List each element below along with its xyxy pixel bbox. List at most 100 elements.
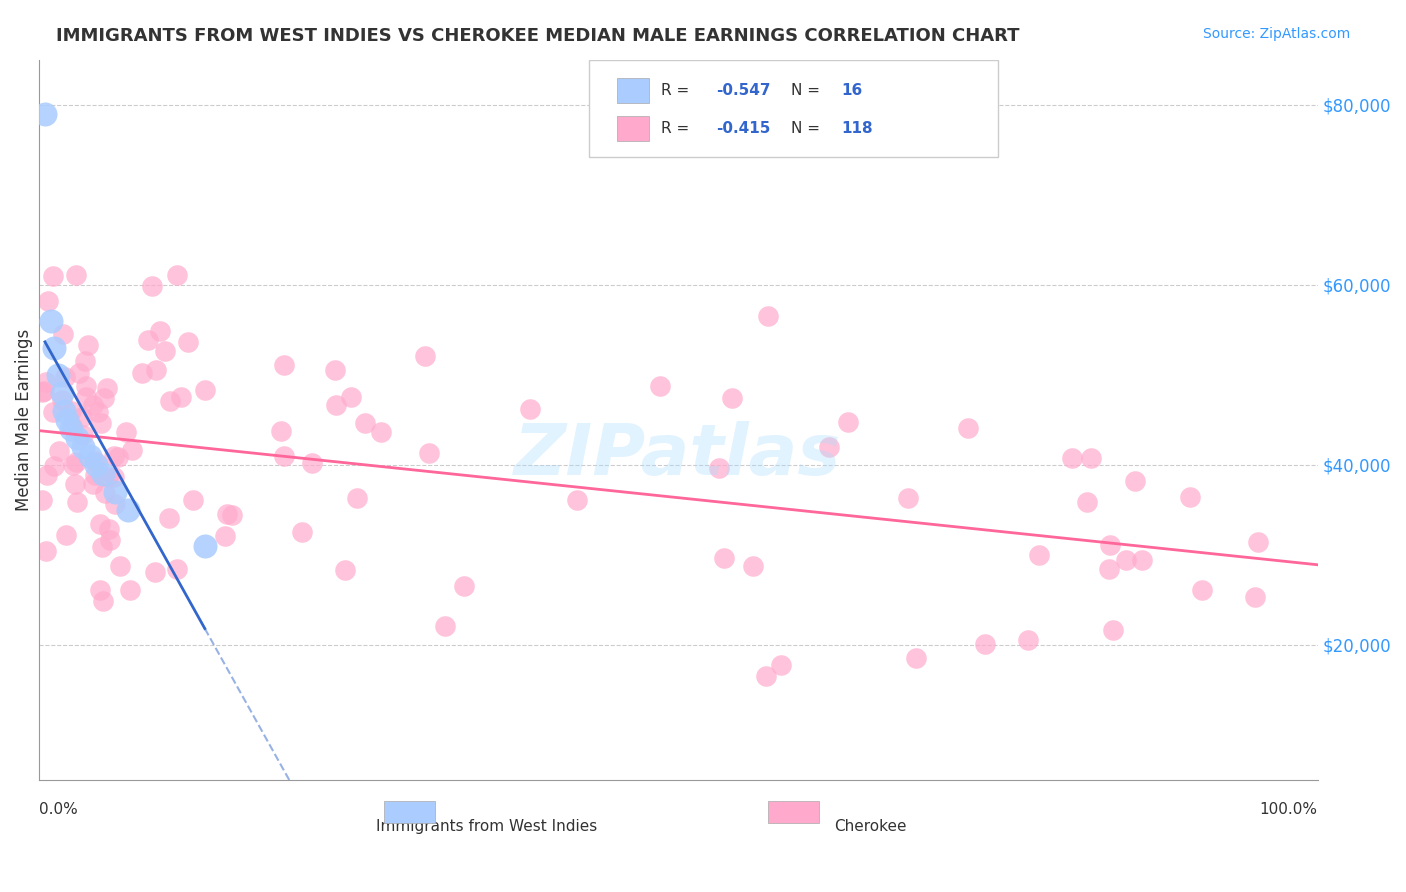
Point <box>83 454 105 468</box>
Point <box>82 476 104 491</box>
Point <box>31 384 53 399</box>
Point <box>51 393 73 408</box>
Text: IMMIGRANTS FROM WEST INDIES VS CHEROKEE MEDIAN MALE EARNINGS CORRELATION CHART: IMMIGRANTS FROM WEST INDIES VS CHEROKEE … <box>56 27 1019 45</box>
Point <box>648 379 671 393</box>
Point <box>91 467 114 481</box>
Point <box>76 338 98 352</box>
Bar <box>768 801 818 822</box>
Point <box>340 390 363 404</box>
Point <box>957 421 980 435</box>
Point <box>131 367 153 381</box>
Point <box>79 449 101 463</box>
Point <box>905 651 928 665</box>
Point <box>973 637 995 651</box>
Point <box>89 517 111 532</box>
Point <box>31 493 53 508</box>
Point <box>1098 538 1121 552</box>
Text: N =: N = <box>790 121 824 136</box>
Point <box>370 425 392 439</box>
Point <box>117 502 139 516</box>
Point <box>837 416 859 430</box>
Point <box>97 470 120 484</box>
Point <box>215 507 238 521</box>
Point <box>567 493 589 508</box>
Point <box>52 327 75 342</box>
Text: N =: N = <box>790 83 824 98</box>
Point <box>41 313 63 327</box>
Point <box>354 416 377 430</box>
Point <box>93 391 115 405</box>
Text: Immigrants from West Indies: Immigrants from West Indies <box>375 819 596 834</box>
Point <box>433 619 456 633</box>
Point <box>1244 590 1267 604</box>
Point <box>418 446 440 460</box>
Point <box>177 334 200 349</box>
Point <box>72 440 94 454</box>
Point <box>121 443 143 458</box>
Point <box>34 106 56 120</box>
Point <box>60 418 83 433</box>
Point <box>755 668 778 682</box>
Point <box>136 333 159 347</box>
Point <box>59 422 82 436</box>
Point <box>67 366 90 380</box>
Point <box>91 594 114 608</box>
Text: 100.0%: 100.0% <box>1260 802 1317 817</box>
Point <box>70 410 93 425</box>
Point <box>65 455 87 469</box>
Point <box>84 468 107 483</box>
Point <box>183 493 205 508</box>
Point <box>1080 450 1102 465</box>
Point <box>37 293 59 308</box>
Point <box>108 559 131 574</box>
Point <box>114 425 136 439</box>
Point <box>159 394 181 409</box>
Point <box>91 540 114 554</box>
Point <box>214 529 236 543</box>
Point <box>707 460 730 475</box>
Point <box>51 385 73 400</box>
Text: Source: ZipAtlas.com: Source: ZipAtlas.com <box>1202 27 1350 41</box>
Text: -0.415: -0.415 <box>717 121 770 136</box>
Point <box>1017 632 1039 647</box>
Point <box>221 508 243 522</box>
Point <box>107 450 129 464</box>
Point <box>86 405 108 419</box>
Point <box>291 525 314 540</box>
Point <box>53 370 76 384</box>
Text: 16: 16 <box>842 83 863 98</box>
Text: R =: R = <box>661 121 695 136</box>
Bar <box>617 116 648 141</box>
Point <box>1191 582 1213 597</box>
Point <box>1247 534 1270 549</box>
Point <box>141 278 163 293</box>
Point <box>104 484 127 499</box>
Point <box>98 533 121 547</box>
Point <box>415 349 437 363</box>
Bar <box>384 801 434 822</box>
Point <box>145 362 167 376</box>
Point <box>149 324 172 338</box>
Point <box>96 381 118 395</box>
Point <box>90 416 112 430</box>
Point <box>103 497 125 511</box>
Point <box>166 562 188 576</box>
Point <box>1130 553 1153 567</box>
Point <box>1102 623 1125 637</box>
Point <box>273 358 295 372</box>
Point <box>1076 495 1098 509</box>
Point <box>48 444 70 458</box>
Text: Cherokee: Cherokee <box>834 819 905 834</box>
Point <box>42 268 65 283</box>
Point <box>46 368 69 382</box>
Text: 0.0%: 0.0% <box>38 802 77 817</box>
Point <box>153 344 176 359</box>
Point <box>169 390 191 404</box>
Point <box>66 495 89 509</box>
Point <box>34 544 56 558</box>
Point <box>42 341 65 355</box>
Point <box>721 392 744 406</box>
Point <box>84 458 107 472</box>
Point <box>157 511 180 525</box>
Point <box>55 527 77 541</box>
